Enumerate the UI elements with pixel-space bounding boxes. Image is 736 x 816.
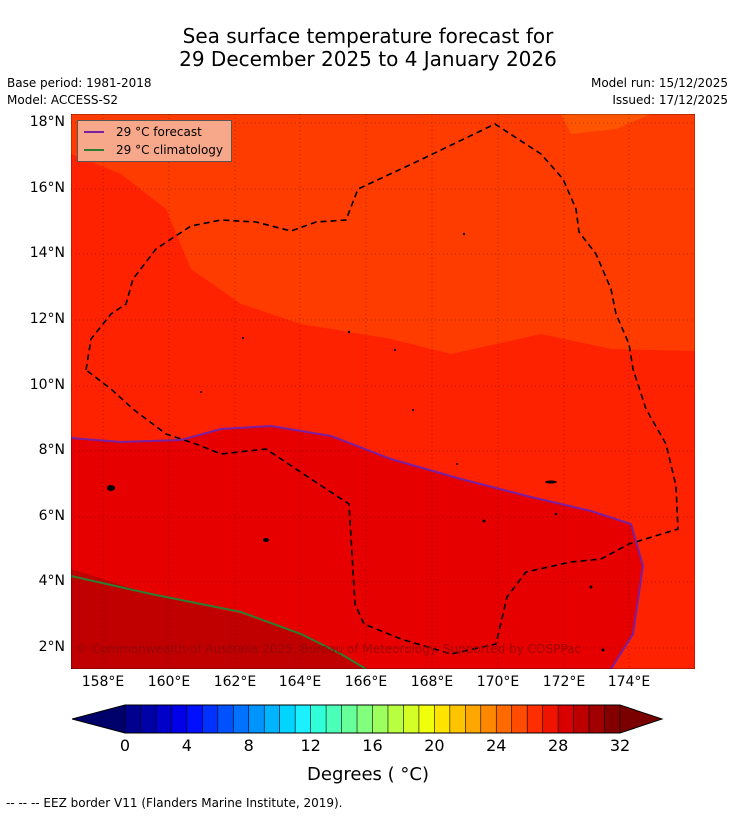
colorbar-swatch xyxy=(480,705,497,733)
colorbar-swatch xyxy=(341,705,358,733)
legend-climatology-label: 29 °C climatology xyxy=(116,143,224,157)
legend-forecast-entry: 29 °C forecast xyxy=(84,124,202,140)
y-tick-label: 16°N xyxy=(29,180,65,196)
colorbar-tick-label: 0 xyxy=(119,736,131,755)
forecast-29c-contour xyxy=(71,424,645,669)
colorbar-swatch xyxy=(434,705,451,733)
colorbar-swatch xyxy=(542,705,559,733)
x-tick-label: 166°E xyxy=(344,674,388,690)
model-run-text: Model run: 15/12/2025 xyxy=(590,76,728,90)
colorbar-tick-label: 16 xyxy=(362,736,383,755)
colorbar-tick-label: 24 xyxy=(486,736,507,755)
colorbar-swatch xyxy=(186,705,203,733)
colorbar-tick-label: 28 xyxy=(547,736,569,755)
eez-footnote: -- -- -- EEZ border V11 (Flanders Marine… xyxy=(6,796,343,810)
map-gridlines xyxy=(71,114,695,669)
climatology-29c-contour xyxy=(71,575,367,669)
colorbar-swatch xyxy=(558,705,575,733)
colorbar-swatch xyxy=(233,705,250,733)
x-tick-label: 158°E xyxy=(81,674,125,690)
colorbar-tick-label: 32 xyxy=(609,736,631,755)
sst-band-26-27 xyxy=(71,114,695,134)
x-tick-label: 164°E xyxy=(278,674,322,690)
colorbar-tick-label: 12 xyxy=(300,736,321,755)
model-text: Model: ACCESS-S2 xyxy=(7,93,119,107)
colorbar-swatch xyxy=(295,705,312,733)
colorbar-swatch xyxy=(202,705,219,733)
colorbar-swatch xyxy=(171,705,188,733)
colorbar-tick-label: 4 xyxy=(181,736,192,755)
colorbar-swatch xyxy=(310,705,327,733)
y-tick-label: 10°N xyxy=(29,377,65,393)
x-tick-label: 172°E xyxy=(542,674,586,690)
colorbar-swatch xyxy=(155,705,172,733)
x-tick-label: 170°E xyxy=(476,674,520,690)
x-tick-label: 160°E xyxy=(147,674,191,690)
colorbar-swatch xyxy=(573,705,590,733)
sst-map xyxy=(71,114,695,669)
colorbar-swatch xyxy=(372,705,389,733)
chart-title-line2: 29 December 2025 to 4 January 2026 xyxy=(179,47,557,71)
colorbar-swatch xyxy=(217,705,234,733)
legend-climatology-swatch xyxy=(84,149,104,151)
y-tick-label: 14°N xyxy=(29,245,65,261)
legend-climatology-entry: 29 °C climatology xyxy=(84,142,223,158)
colorbar-swatch xyxy=(279,705,296,733)
islands xyxy=(107,232,605,652)
colorbar-swatch xyxy=(465,705,482,733)
colorbar xyxy=(72,704,664,734)
colorbar-swatch xyxy=(264,705,281,733)
colorbar-swatch xyxy=(125,705,141,733)
colorbar-swatch xyxy=(403,705,420,733)
eez-border xyxy=(85,123,679,655)
x-tick-label: 174°E xyxy=(607,674,651,690)
colorbar-under-arrow xyxy=(72,705,125,733)
legend-forecast-swatch xyxy=(84,131,104,133)
issued-text: Issued: 17/12/2025 xyxy=(612,93,728,107)
colorbar-swatch xyxy=(496,705,513,733)
colorbar-tick-label: 8 xyxy=(243,736,254,755)
colorbar-tick-label: 20 xyxy=(424,736,445,755)
colorbar-swatch xyxy=(387,705,404,733)
y-tick-label: 12°N xyxy=(29,311,65,327)
y-tick-label: 2°N xyxy=(38,639,65,655)
colorbar-swatch xyxy=(248,705,265,733)
colorbar-over-arrow xyxy=(620,705,662,733)
y-tick-label: 18°N xyxy=(29,114,65,130)
climatology-warm-region xyxy=(71,569,366,669)
colorbar-swatch xyxy=(326,705,343,733)
colorbar-swatch xyxy=(527,705,544,733)
colorbar-outline xyxy=(72,704,664,734)
colorbar-swatch xyxy=(357,705,373,733)
y-tick-label: 8°N xyxy=(38,442,65,458)
base-period-text: Base period: 1981-2018 xyxy=(7,76,152,90)
x-tick-label: 168°E xyxy=(410,674,454,690)
colorbar-swatch xyxy=(140,705,157,733)
colorbar-swatch xyxy=(418,705,435,733)
colorbar-swatch xyxy=(604,705,621,733)
copyright-text: © Commonwealth of Australia 2025, Bureau… xyxy=(76,642,581,656)
y-tick-label: 4°N xyxy=(38,573,65,589)
legend-forecast-label: 29 °C forecast xyxy=(116,125,202,139)
y-tick-label: 6°N xyxy=(38,508,65,524)
colorbar-swatch xyxy=(511,705,528,733)
legend-box: 29 °C forecast 29 °C climatology xyxy=(77,120,232,162)
x-tick-label: 162°E xyxy=(213,674,257,690)
colorbar-swatch xyxy=(589,705,606,733)
colorbar-label: Degrees ( °C) xyxy=(307,764,429,785)
chart-title-line1: Sea surface temperature forecast for xyxy=(182,24,554,48)
colorbar-swatch xyxy=(449,705,466,733)
